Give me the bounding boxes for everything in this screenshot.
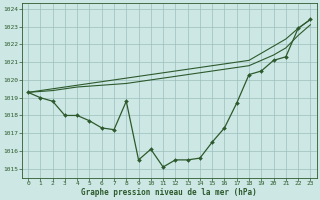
X-axis label: Graphe pression niveau de la mer (hPa): Graphe pression niveau de la mer (hPa) [81, 188, 257, 197]
